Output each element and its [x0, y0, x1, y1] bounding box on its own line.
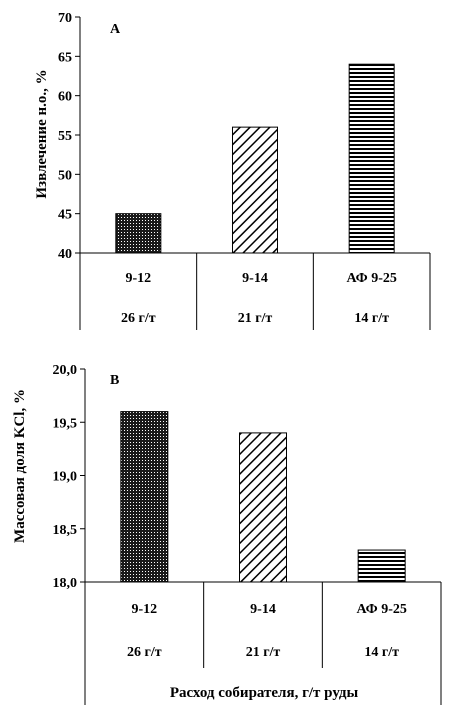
y-tick-label: 60	[58, 90, 72, 105]
panel-a-bars	[115, 63, 395, 254]
y-tick-label: 19,0	[53, 470, 78, 485]
category-label: 9-14	[242, 271, 268, 286]
panel-b: 18,0 18,5 19,0 19,5 20,0 В Массовая доля KCl…	[12, 363, 442, 705]
panel-b-bars	[120, 411, 406, 583]
y-tick-label: 45	[58, 208, 72, 223]
bar-1	[115, 213, 162, 254]
y-tick-label: 55	[58, 129, 72, 144]
panel-b-label: В	[110, 373, 119, 388]
panel-a-category-labels: 9-12 26 г/т 9-14 21 г/т АФ 9-25 14 г/т	[79, 253, 431, 330]
panel-a-label: A	[110, 22, 121, 37]
category-label: 9-12	[131, 602, 157, 617]
category-label: АФ 9-25	[346, 271, 396, 286]
panel-b-category-labels: 9-12 26 г/т 9-14 21 г/т АФ 9-25 14 г/т	[84, 582, 442, 705]
y-tick-label: 19,5	[53, 416, 78, 431]
y-tick-label: 20,0	[53, 363, 78, 378]
dosage-label: 14 г/т	[354, 311, 389, 326]
panel-a: 40 45 50 55 60 65 70 A Извлечение н.о., % 9-12…	[34, 11, 431, 330]
dosage-label: 14 г/т	[364, 645, 399, 660]
category-label: АФ 9-25	[356, 602, 406, 617]
bar-3	[348, 63, 395, 254]
panel-b-y-axis-title: Массовая доля KCl, %	[12, 389, 28, 543]
bar-3	[357, 549, 406, 583]
dosage-label: 26 г/т	[121, 311, 156, 326]
bar-2	[232, 126, 278, 254]
y-tick-label: 65	[58, 50, 72, 65]
dosage-label: 26 г/т	[127, 645, 162, 660]
y-tick-label: 40	[58, 247, 72, 262]
panel-a-y-axis-title: Извлечение н.о., %	[34, 69, 50, 198]
bar-1	[120, 411, 169, 583]
y-tick-label: 18,5	[53, 523, 78, 538]
category-label: 9-14	[250, 602, 276, 617]
dosage-label: 21 г/т	[238, 311, 273, 326]
dosage-label: 21 г/т	[246, 645, 281, 660]
y-tick-label: 50	[58, 168, 72, 183]
y-tick-label: 70	[58, 11, 72, 26]
x-axis-title: Расход собирателя, г/т руды	[170, 685, 359, 701]
y-tick-label: 18,0	[53, 576, 78, 591]
bar-2	[239, 432, 287, 583]
category-label: 9-12	[125, 271, 151, 286]
